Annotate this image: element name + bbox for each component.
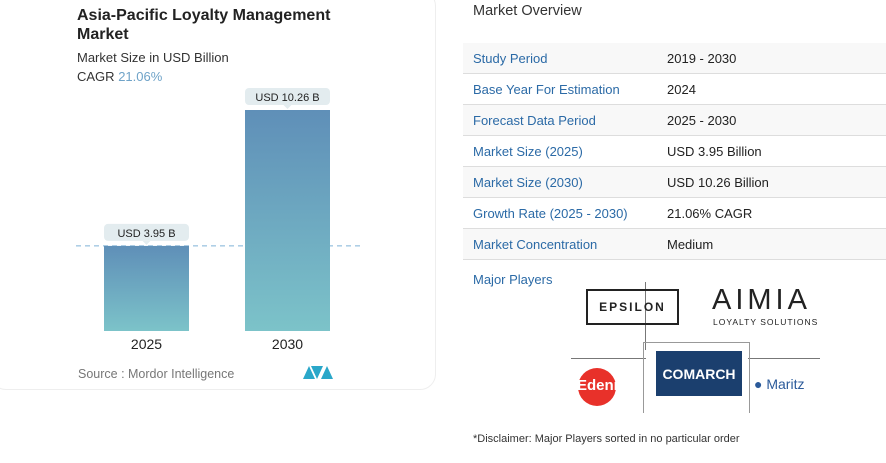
edenred-circle-icon [578, 368, 616, 406]
row-label: Study Period [473, 50, 548, 66]
row-label: Market Size (2025) [473, 143, 583, 159]
overview-row: Market Concentration Medium [463, 229, 886, 260]
data-label-pointer [142, 240, 151, 245]
row-value: Medium [667, 236, 714, 252]
x-tick-label: 2025 [131, 336, 162, 352]
data-label-pointer [283, 105, 292, 109]
logo-comarch: COMARCH [656, 351, 742, 396]
row-value: 2024 [667, 81, 696, 97]
row-label: Market Concentration [473, 236, 598, 252]
chart-title: Asia-Pacific Loyalty Management Market [77, 7, 331, 43]
overview-heading: Market Overview [473, 3, 582, 19]
data-label: USD 3.95 B [117, 228, 175, 240]
row-value: 2025 - 2030 [667, 112, 737, 128]
chart-source: Source : Mordor Intelligence [78, 367, 235, 381]
chart-subtitle: Market Size in USD Billion [77, 50, 229, 65]
logo-epsilon: EPSILON [586, 289, 679, 325]
logo-aimia-tagline: LOYALTY SOLUTIONS [713, 317, 819, 327]
mordor-logo-icon [303, 366, 333, 379]
row-label: Market Size (2030) [473, 174, 583, 190]
chart-card [0, 0, 436, 390]
cagr-value: 21.06% [118, 69, 163, 84]
overview-row: Market Size (2030) USD 10.26 Billion [463, 167, 886, 198]
row-value: 21.06% CAGR [667, 205, 753, 221]
cagr: CAGR 21.06% [77, 69, 162, 84]
logo-aimia: AIMIA [712, 284, 811, 316]
data-label: USD 10.26 B [255, 92, 319, 104]
overview-row: Study Period 2019 - 2030 [463, 43, 886, 74]
major-players-label: Major Players [473, 272, 553, 287]
data-label-bg [245, 88, 330, 105]
overview-table: Study Period 2019 - 2030 Base Year For Est… [463, 43, 886, 260]
row-value: USD 3.95 Billion [667, 143, 762, 159]
row-value: 2019 - 2030 [667, 50, 737, 66]
row-label: Base Year For Estimation [473, 81, 620, 97]
data-label-bg [104, 223, 189, 241]
bar-2030 [245, 110, 330, 331]
bar-chart: USD 3.95 B 2025 USD 10.26 B 2030 [76, 88, 360, 352]
logo-edenred: Edenred [577, 377, 637, 394]
bar-2025 [104, 245, 189, 331]
row-label: Growth Rate (2025 - 2030) [473, 205, 628, 221]
disclaimer: *Disclaimer: Major Players sorted in no … [473, 433, 740, 445]
overview-row: Growth Rate (2025 - 2030) 21.06% CAGR [463, 198, 886, 229]
row-label: Forecast Data Period [473, 112, 596, 128]
x-tick-label: 2030 [272, 336, 303, 352]
logo-maritz-text: Maritz [766, 376, 805, 392]
row-value: USD 10.26 Billion [667, 174, 769, 190]
cagr-label: CAGR [77, 69, 115, 84]
overview-row: Market Size (2025) USD 3.95 Billion [463, 136, 886, 167]
overview-row: Forecast Data Period 2025 - 2030 [463, 105, 886, 136]
logo-edenred-text: Edenred [577, 377, 638, 394]
logo-maritz: ● Maritz [754, 376, 805, 392]
overview-row: Base Year For Estimation 2024 [463, 74, 886, 105]
